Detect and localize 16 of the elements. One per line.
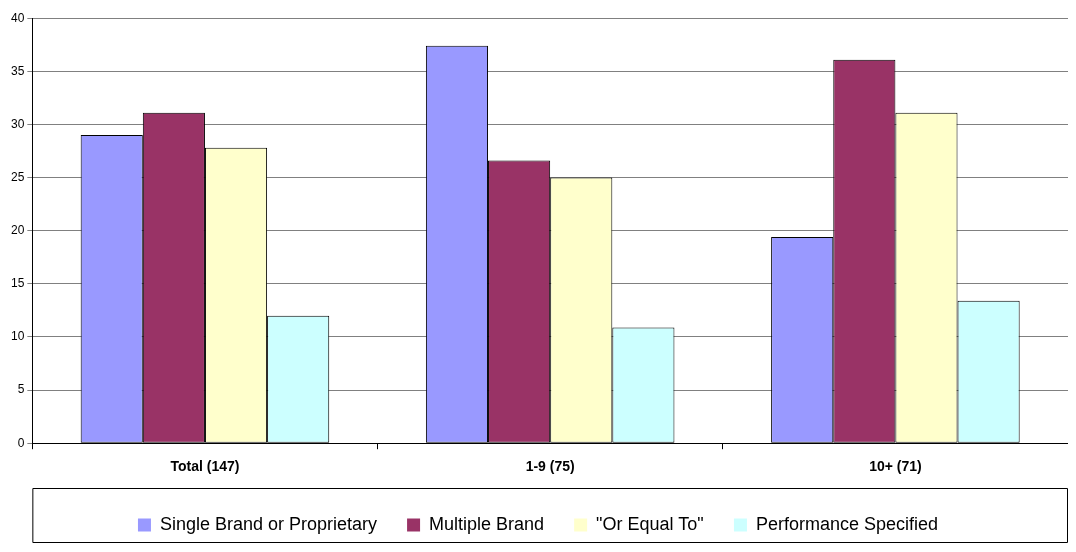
- y-tick-label: 30: [10, 116, 25, 131]
- y-tick-label: 15: [10, 276, 25, 291]
- legend-label: Single Brand or Proprietary: [159, 513, 378, 534]
- x-tick-label: Total (147): [170, 458, 240, 475]
- legend-label: "Or Equal To": [596, 513, 704, 534]
- y-tick-label: 35: [10, 63, 25, 78]
- x-tick-label: 10+ (71): [869, 458, 922, 475]
- y-tick-label: 40: [10, 10, 25, 25]
- legend-label: Performance Specified: [755, 513, 939, 534]
- y-tick-label: 25: [10, 169, 25, 184]
- y-tick-label: 20: [10, 223, 25, 238]
- y-tick-label: 10: [10, 329, 25, 344]
- legend-label: Multiple Brand: [429, 513, 545, 534]
- x-tick-label: 1-9 (75): [525, 458, 575, 475]
- y-tick-label: 0: [17, 435, 25, 450]
- y-tick-label: 5: [17, 382, 25, 397]
